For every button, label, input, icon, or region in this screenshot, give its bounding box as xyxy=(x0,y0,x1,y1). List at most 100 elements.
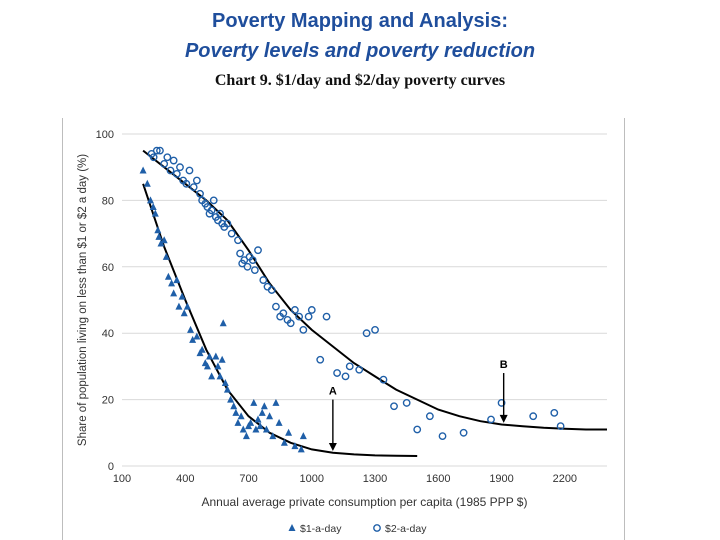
legend-label: $1-a-day xyxy=(300,523,342,535)
data-point-2-day xyxy=(207,206,216,215)
data-point-2-day xyxy=(333,369,341,377)
chart-frame-left xyxy=(62,118,63,540)
data-point-1-day xyxy=(203,362,211,370)
data-point-1-day xyxy=(291,442,299,450)
data-point-1-day xyxy=(175,302,183,310)
legend-marker-1-day xyxy=(288,524,296,531)
data-point-1-day xyxy=(216,372,224,380)
data-point-1-day xyxy=(258,408,266,416)
data-point-2-day xyxy=(196,189,204,198)
annotation-label: B xyxy=(500,359,508,371)
data-point-1-day xyxy=(214,362,222,370)
data-point-2-day xyxy=(163,153,172,162)
slide-title: Poverty Mapping and Analysis: xyxy=(212,10,508,32)
data-point-2-day xyxy=(425,412,434,421)
data-point-2-day xyxy=(227,229,236,238)
data-point-1-day xyxy=(162,252,170,260)
x-axis-label: Annual average private consumption per c… xyxy=(202,495,528,509)
data-point-1-day xyxy=(256,422,264,430)
data-point-1-day xyxy=(221,379,229,386)
annotation-label: A xyxy=(329,386,337,398)
data-point-2-day xyxy=(192,176,201,185)
data-point-2-day xyxy=(240,256,249,265)
legend-marker-2-day xyxy=(373,524,381,532)
x-tick-label: 1600 xyxy=(426,473,450,485)
data-point-2-day xyxy=(149,153,158,162)
x-tick-label: 1900 xyxy=(489,473,513,485)
data-point-1-day xyxy=(262,425,270,433)
x-tick-label: 700 xyxy=(239,473,257,485)
data-point-1-day xyxy=(285,428,293,436)
y-tick-label: 40 xyxy=(102,328,114,340)
data-point-2-day xyxy=(272,302,280,311)
data-point-2-day xyxy=(529,412,538,421)
data-point-2-day xyxy=(291,306,299,314)
data-point-1-day xyxy=(234,418,242,426)
y-tick-label: 20 xyxy=(102,395,114,407)
y-axis-label: Share of population living on less than … xyxy=(77,154,89,446)
data-point-2-day xyxy=(487,415,495,424)
data-point-1-day xyxy=(173,276,181,284)
x-tick-label: 1000 xyxy=(300,473,324,485)
data-point-2-day xyxy=(160,159,169,168)
data-point-2-day xyxy=(304,312,313,321)
data-point-1-day xyxy=(212,352,220,360)
x-tick-label: 400 xyxy=(176,473,194,485)
data-point-2-day xyxy=(267,286,276,294)
data-point-1-day xyxy=(223,385,231,393)
data-point-1-day xyxy=(198,345,206,353)
poverty-curves-chart: 0 20 40 60 80 100 100 400 700 1000 1300 1600 1900 220… xyxy=(77,129,607,535)
data-point-2-day xyxy=(243,262,252,271)
data-point-2-day xyxy=(248,256,257,265)
data-point-1-day xyxy=(252,425,260,433)
data-point-1-day xyxy=(160,236,168,244)
data-point-1-day xyxy=(254,415,262,423)
data-point-1-day xyxy=(164,272,172,280)
data-point-1-day xyxy=(297,445,305,453)
data-point-2-day xyxy=(209,196,218,205)
data-point-2-day xyxy=(236,249,244,258)
data-point-1-day xyxy=(208,372,216,380)
data-point-1-day xyxy=(269,432,277,440)
data-point-1-day xyxy=(227,395,235,403)
data-point-1-day xyxy=(139,166,147,174)
data-point-1-day xyxy=(193,332,201,340)
data-point-2-day xyxy=(189,183,198,192)
legend-label: $2-a-day xyxy=(385,523,427,535)
fitted-curve xyxy=(142,149,607,431)
data-point-2-day xyxy=(172,169,181,178)
data-point-2-day xyxy=(459,428,468,437)
data-point-1-day xyxy=(155,232,163,240)
data-point-2-day xyxy=(216,209,224,218)
annotation-arrowhead xyxy=(499,414,508,423)
data-point-2-day xyxy=(254,246,262,255)
data-point-2-day xyxy=(223,219,232,228)
data-point-2-day xyxy=(152,146,161,155)
data-point-1-day xyxy=(146,196,154,204)
data-point-1-day xyxy=(275,418,283,426)
data-point-1-day xyxy=(260,402,268,410)
data-point-2-day xyxy=(299,325,308,334)
data-point-1-day xyxy=(280,438,288,446)
data-point-2-day xyxy=(345,362,354,371)
data-point-2-day xyxy=(390,402,398,411)
data-point-1-day xyxy=(206,352,214,360)
data-point-2-day xyxy=(379,375,388,384)
data-point-2-day xyxy=(185,166,194,175)
data-point-1-day xyxy=(219,319,227,327)
data-point-1-day xyxy=(242,432,250,440)
data-point-1-day xyxy=(230,402,238,410)
data-point-2-day xyxy=(550,408,559,417)
data-point-1-day xyxy=(266,412,274,420)
data-point-2-day xyxy=(362,329,371,338)
data-point-1-day xyxy=(168,279,176,287)
data-point-1-day xyxy=(183,302,191,310)
data-point-1-day xyxy=(250,398,258,406)
y-tick-label: 100 xyxy=(96,129,114,141)
data-point-2-day xyxy=(250,266,259,275)
data-point-1-day xyxy=(239,425,247,433)
data-point-2-day xyxy=(182,179,191,188)
chart-frame-right xyxy=(624,118,625,540)
data-point-2-day xyxy=(556,422,565,431)
data-point-1-day xyxy=(143,179,151,187)
